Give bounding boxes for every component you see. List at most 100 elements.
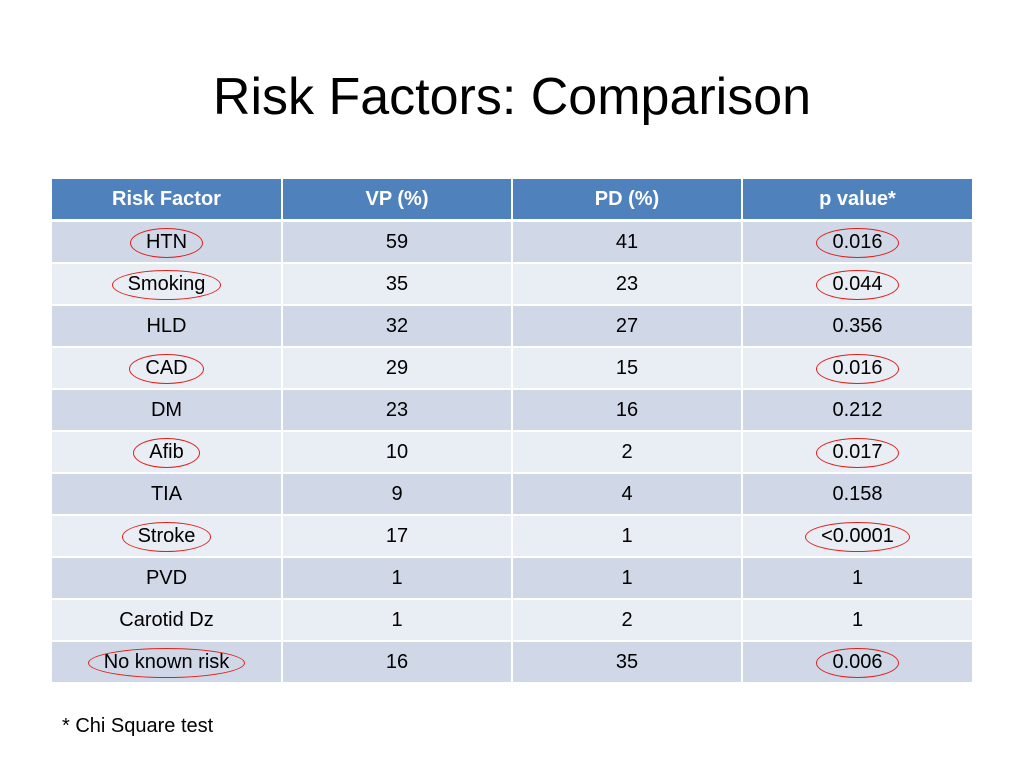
risk-factor-cell: Afib (52, 431, 283, 474)
p-value-cell: 0.006 (742, 641, 972, 684)
pd-cell: 4 (512, 473, 743, 516)
pd-cell: 2 (512, 599, 743, 642)
risk-factor-table-container: Risk Factor VP (%) PD (%) p value* HTN 59… (52, 179, 972, 684)
column-header-pd: PD (%) (512, 179, 743, 222)
risk-factor-cell: CAD (52, 347, 283, 390)
pd-cell-text: 27 (615, 314, 639, 337)
vp-cell: 17 (282, 515, 513, 558)
slide-title: Risk Factors: Comparison (212, 68, 812, 126)
pd-cell-text: 41 (615, 230, 639, 253)
p-value-cell: 0.356 (742, 305, 972, 348)
risk-factor-cell-text-circled: Stroke (121, 521, 212, 552)
pd-cell-text: 2 (621, 440, 633, 463)
pd-cell-text: 1 (621, 524, 633, 547)
pd-cell-text: 23 (615, 272, 639, 295)
risk-factor-cell: TIA (52, 473, 283, 516)
risk-factor-cell: HLD (52, 305, 283, 348)
p-value-cell-text-circled: 0.016 (816, 353, 899, 384)
vp-cell-text: 29 (385, 356, 409, 379)
pd-cell: 1 (512, 515, 743, 558)
pd-cell: 35 (512, 641, 743, 684)
p-value-cell: <0.0001 (742, 515, 972, 558)
p-value-cell: 1 (742, 599, 972, 642)
risk-factor-cell-text: TIA (150, 482, 183, 505)
pd-cell: 2 (512, 431, 743, 474)
p-value-cell: 0.016 (742, 220, 972, 264)
risk-factor-cell-text: PVD (145, 566, 188, 589)
table-row: CAD 29 15 0.016 (52, 347, 972, 390)
vp-cell: 1 (282, 599, 513, 642)
risk-factor-cell: Stroke (52, 515, 283, 558)
risk-factor-cell-text-circled: Afib (133, 437, 201, 468)
risk-factor-cell: DM (52, 389, 283, 432)
vp-cell: 1 (282, 557, 513, 600)
p-value-cell-text-circled: 0.016 (816, 227, 899, 258)
risk-factor-cell-text: Carotid Dz (119, 608, 214, 631)
p-value-cell: 0.017 (742, 431, 972, 474)
pd-cell-text: 16 (615, 398, 639, 421)
vp-cell-text: 10 (385, 440, 409, 463)
risk-factor-cell: HTN (52, 220, 283, 264)
vp-cell: 35 (282, 263, 513, 306)
p-value-cell-text: 0.158 (832, 482, 883, 505)
table-row: DM 23 16 0.212 (52, 389, 972, 432)
pd-cell-text: 1 (621, 566, 633, 589)
pd-cell: 1 (512, 557, 743, 600)
table-row: PVD 1 1 1 (52, 557, 972, 600)
vp-cell: 10 (282, 431, 513, 474)
p-value-cell-text-circled: 0.017 (816, 437, 899, 468)
pd-cell: 16 (512, 389, 743, 432)
pd-cell: 27 (512, 305, 743, 348)
table-row: No known risk 16 35 0.006 (52, 641, 972, 684)
pd-cell: 23 (512, 263, 743, 306)
table-row: Afib 10 2 0.017 (52, 431, 972, 474)
p-value-cell: 0.212 (742, 389, 972, 432)
vp-cell: 29 (282, 347, 513, 390)
table-body: HTN 59 41 0.016 Smoking 35 23 0.044 HLD 32 27 0.356… (52, 220, 972, 684)
p-value-cell-text: 0.356 (832, 314, 883, 337)
vp-cell: 16 (282, 641, 513, 684)
risk-factor-cell: Carotid Dz (52, 599, 283, 642)
table-row: HTN 59 41 0.016 (52, 220, 972, 264)
vp-cell-text: 35 (385, 272, 409, 295)
pd-cell: 15 (512, 347, 743, 390)
risk-factor-cell-text-circled: CAD (129, 353, 204, 384)
pd-cell-text: 4 (621, 482, 633, 505)
vp-cell: 23 (282, 389, 513, 432)
pd-cell-text: 2 (621, 608, 633, 631)
pd-cell-text: 15 (615, 356, 639, 379)
vp-cell-text: 32 (385, 314, 409, 337)
p-value-cell-text-circled: 0.044 (816, 269, 899, 300)
footnote: * Chi Square test (62, 715, 214, 737)
p-value-cell-text-circled: 0.006 (816, 647, 899, 678)
risk-factor-cell: PVD (52, 557, 283, 600)
risk-factor-cell-text-circled: Smoking (111, 269, 222, 300)
table-row: HLD 32 27 0.356 (52, 305, 972, 348)
risk-factor-cell-text-circled: No known risk (87, 647, 245, 678)
vp-cell-text: 1 (391, 566, 403, 589)
p-value-cell: 0.158 (742, 473, 972, 516)
table-row: Smoking 35 23 0.044 (52, 263, 972, 306)
risk-factor-cell-text: DM (150, 398, 183, 421)
risk-factor-cell-text-circled: HTN (129, 227, 204, 258)
p-value-cell: 1 (742, 557, 972, 600)
column-header-vp: VP (%) (282, 179, 513, 222)
column-header-p-value: p value* (742, 179, 972, 222)
risk-factor-table: Risk Factor VP (%) PD (%) p value* HTN 59… (52, 179, 972, 684)
vp-cell-text: 1 (391, 608, 403, 631)
risk-factor-cell: No known risk (52, 641, 283, 684)
p-value-cell-text: 1 (851, 566, 864, 589)
vp-cell-text: 59 (385, 230, 409, 253)
vp-cell: 9 (282, 473, 513, 516)
table-header-row: Risk Factor VP (%) PD (%) p value* (52, 179, 972, 222)
vp-cell: 59 (282, 220, 513, 264)
p-value-cell-text: 0.212 (832, 398, 883, 421)
table-row: Stroke 17 1 <0.0001 (52, 515, 972, 558)
risk-factor-cell: Smoking (52, 263, 283, 306)
pd-cell-text: 35 (615, 650, 639, 673)
table-row: TIA 9 4 0.158 (52, 473, 972, 516)
vp-cell-text: 16 (385, 650, 409, 673)
pd-cell: 41 (512, 220, 743, 264)
p-value-cell-text-circled: <0.0001 (805, 521, 910, 552)
vp-cell: 32 (282, 305, 513, 348)
